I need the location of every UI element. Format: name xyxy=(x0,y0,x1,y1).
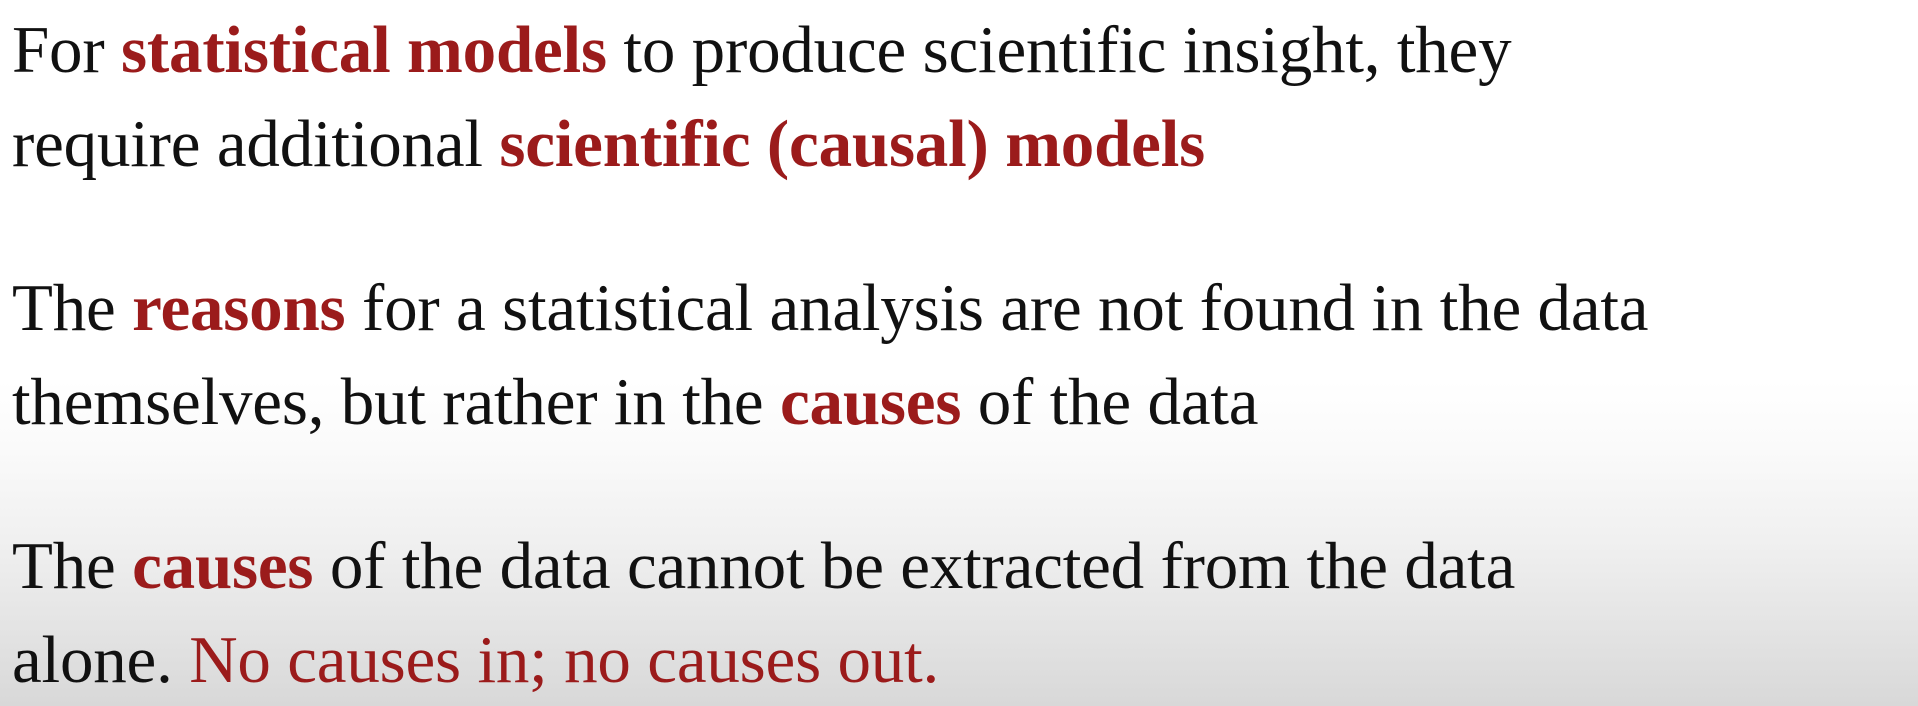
text-span: of the data xyxy=(961,365,1259,439)
emphasis-reasons: reasons xyxy=(132,271,346,345)
paragraph-1-line-1: For statistical models to produce scient… xyxy=(12,10,1512,90)
text-span: require additional xyxy=(12,107,500,181)
text-span: for a statistical analysis are not found… xyxy=(345,271,1649,345)
paragraph-2-line-1: The reasons for a statistical analysis a… xyxy=(12,268,1649,348)
emphasis-causes: causes xyxy=(132,529,314,603)
highlight-no-causes-in-out: No causes in; no causes out. xyxy=(189,623,940,697)
emphasis-scientific-causal-models: scientific (causal) models xyxy=(499,107,1205,181)
paragraph-1-line-2: require additional scientific (causal) m… xyxy=(12,104,1205,184)
text-span: of the data cannot be extracted from the… xyxy=(313,529,1516,603)
paragraph-2-line-2: themselves, but rather in the causes of … xyxy=(12,362,1259,442)
text-span: to produce scientific insight, they xyxy=(606,13,1512,87)
text-span: themselves, but rather in the xyxy=(12,365,781,439)
text-span: The xyxy=(12,529,133,603)
text-span: alone. xyxy=(12,623,190,697)
emphasis-causes: causes xyxy=(780,365,962,439)
text-span: For xyxy=(12,13,122,87)
paragraph-3-line-1: The causes of the data cannot be extract… xyxy=(12,526,1515,606)
emphasis-statistical-models: statistical models xyxy=(121,13,607,87)
paragraph-3-line-2: alone. No causes in; no causes out. xyxy=(12,620,939,700)
text-span: The xyxy=(12,271,133,345)
